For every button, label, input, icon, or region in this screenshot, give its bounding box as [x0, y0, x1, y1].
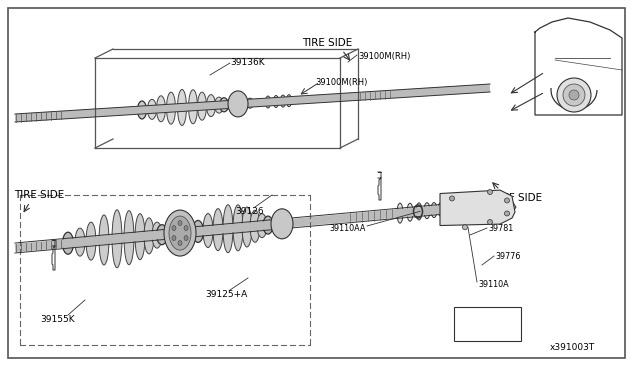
- Text: 39136K: 39136K: [230, 58, 264, 67]
- Ellipse shape: [557, 78, 591, 112]
- Text: TIRE SIDE: TIRE SIDE: [302, 38, 352, 48]
- Text: 39110A: 39110A: [478, 280, 509, 289]
- Ellipse shape: [488, 219, 493, 224]
- Text: TIRE SIDE: TIRE SIDE: [14, 190, 64, 200]
- Text: 39776: 39776: [495, 252, 520, 261]
- Ellipse shape: [463, 225, 467, 230]
- Ellipse shape: [450, 202, 456, 214]
- Ellipse shape: [124, 211, 134, 265]
- Ellipse shape: [233, 205, 243, 251]
- Ellipse shape: [431, 203, 437, 218]
- Ellipse shape: [460, 202, 466, 213]
- Ellipse shape: [449, 196, 454, 201]
- Ellipse shape: [444, 202, 450, 215]
- Ellipse shape: [464, 202, 470, 212]
- Ellipse shape: [177, 89, 186, 125]
- Ellipse shape: [563, 84, 585, 106]
- Ellipse shape: [397, 203, 403, 223]
- Text: SIDE: SIDE: [476, 324, 499, 334]
- Text: DIFF SIDE: DIFF SIDE: [492, 193, 542, 203]
- Ellipse shape: [178, 221, 182, 225]
- Ellipse shape: [189, 90, 198, 124]
- Text: x391003T: x391003T: [550, 343, 595, 352]
- Ellipse shape: [99, 215, 109, 265]
- Ellipse shape: [271, 209, 293, 239]
- Ellipse shape: [207, 94, 216, 116]
- Polygon shape: [470, 196, 516, 218]
- Ellipse shape: [184, 225, 188, 231]
- Ellipse shape: [263, 216, 273, 234]
- Ellipse shape: [242, 207, 252, 247]
- Ellipse shape: [424, 203, 430, 219]
- Ellipse shape: [438, 202, 444, 217]
- Text: 39125+A: 39125+A: [205, 290, 247, 299]
- Ellipse shape: [112, 210, 122, 268]
- Ellipse shape: [250, 210, 260, 242]
- Ellipse shape: [172, 235, 176, 241]
- Ellipse shape: [198, 92, 207, 120]
- Ellipse shape: [407, 203, 413, 221]
- Text: 39155K: 39155K: [40, 315, 75, 324]
- Ellipse shape: [280, 95, 285, 107]
- Ellipse shape: [255, 99, 260, 107]
- Ellipse shape: [135, 214, 145, 260]
- Ellipse shape: [488, 189, 493, 195]
- Ellipse shape: [203, 214, 213, 247]
- Ellipse shape: [223, 205, 233, 253]
- Ellipse shape: [416, 203, 422, 220]
- Ellipse shape: [178, 241, 182, 246]
- Ellipse shape: [184, 235, 188, 241]
- Ellipse shape: [157, 225, 168, 245]
- Text: 39100M(RH): 39100M(RH): [358, 52, 410, 61]
- Ellipse shape: [246, 98, 253, 108]
- Ellipse shape: [164, 210, 196, 256]
- Text: 39781: 39781: [488, 224, 513, 233]
- Text: 39100M(RH): 39100M(RH): [315, 78, 367, 87]
- Ellipse shape: [455, 202, 461, 214]
- Ellipse shape: [144, 218, 154, 254]
- Ellipse shape: [213, 209, 223, 251]
- Ellipse shape: [569, 90, 579, 100]
- Text: DIFF: DIFF: [476, 314, 498, 324]
- Text: 39110AA: 39110AA: [330, 224, 366, 233]
- Ellipse shape: [228, 91, 248, 117]
- Ellipse shape: [172, 225, 176, 231]
- Ellipse shape: [214, 97, 223, 113]
- Ellipse shape: [169, 216, 191, 250]
- Ellipse shape: [504, 198, 509, 203]
- Ellipse shape: [147, 99, 157, 119]
- Ellipse shape: [63, 232, 74, 254]
- Polygon shape: [440, 190, 515, 225]
- Ellipse shape: [257, 214, 267, 238]
- Text: 39126: 39126: [236, 207, 264, 216]
- Ellipse shape: [86, 222, 96, 260]
- Ellipse shape: [157, 96, 166, 122]
- FancyBboxPatch shape: [454, 307, 521, 341]
- Ellipse shape: [273, 96, 278, 108]
- Ellipse shape: [152, 222, 162, 248]
- Ellipse shape: [166, 92, 175, 124]
- Ellipse shape: [266, 96, 271, 108]
- Ellipse shape: [138, 101, 147, 119]
- Ellipse shape: [193, 221, 204, 243]
- Ellipse shape: [504, 211, 509, 216]
- Ellipse shape: [287, 95, 291, 107]
- Ellipse shape: [220, 98, 228, 112]
- Ellipse shape: [75, 228, 85, 256]
